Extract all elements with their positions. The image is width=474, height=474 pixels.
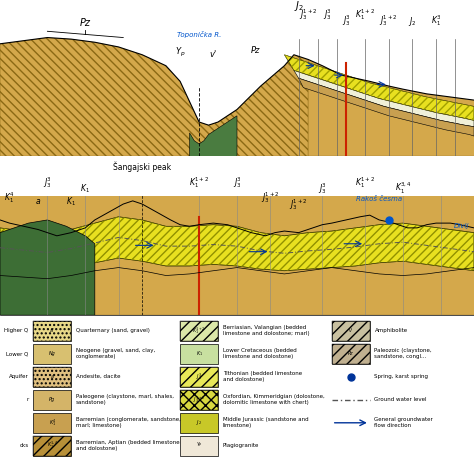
- Text: J$_3^{1+2}$: J$_3^{1+2}$: [290, 197, 308, 212]
- Text: Pg: Pg: [49, 397, 55, 402]
- Text: Quarternary (sand, gravel): Quarternary (sand, gravel): [76, 328, 150, 333]
- Text: Tithonian (bedded limestone
and dolostone): Tithonian (bedded limestone and doloston…: [223, 371, 302, 382]
- Text: Divlj: Divlj: [454, 223, 469, 229]
- Polygon shape: [284, 55, 474, 120]
- Bar: [332, 321, 370, 341]
- Text: J$_3^3$: J$_3^3$: [323, 7, 331, 22]
- Text: K$_1$: K$_1$: [66, 195, 76, 208]
- Text: K$_1^{1+2}$: K$_1^{1+2}$: [189, 174, 209, 190]
- Bar: [332, 321, 370, 341]
- Text: J$_3^3$: J$_3^3$: [318, 181, 327, 196]
- Text: v': v': [349, 328, 353, 333]
- Text: Amphibolite: Amphibolite: [374, 328, 408, 333]
- Text: Ng: Ng: [49, 351, 55, 356]
- Bar: [33, 436, 71, 456]
- Text: J$_3^{1+2}$: J$_3^{1+2}$: [261, 191, 279, 205]
- Text: Middle Jurassic (sandstone and
limestone): Middle Jurassic (sandstone and limestone…: [223, 418, 309, 428]
- Text: Barremian, Aptian (bedded limestone
and dolostone): Barremian, Aptian (bedded limestone and …: [76, 440, 180, 451]
- Bar: [180, 390, 218, 410]
- Text: J$_3^{1+2}$: J$_3^{1+2}$: [193, 394, 205, 405]
- Bar: [180, 413, 218, 433]
- Bar: [33, 367, 71, 387]
- Text: K$_1^{1,4}$: K$_1^{1,4}$: [46, 440, 58, 451]
- Text: J$_2$: J$_2$: [293, 0, 304, 12]
- Text: Pz: Pz: [348, 351, 354, 356]
- Text: K$_1^{1+2}$: K$_1^{1+2}$: [355, 174, 375, 190]
- Bar: [180, 344, 218, 364]
- Bar: [332, 344, 370, 364]
- Text: Andesite, dacite: Andesite, dacite: [76, 374, 120, 379]
- Bar: [33, 344, 71, 364]
- Text: Pz: Pz: [80, 18, 91, 28]
- Text: J$_3^{1+2}$: J$_3^{1+2}$: [299, 7, 317, 22]
- Polygon shape: [299, 78, 474, 136]
- Polygon shape: [294, 71, 474, 127]
- Text: r: r: [26, 397, 28, 402]
- Text: al: al: [50, 328, 55, 333]
- Text: v': v': [210, 50, 217, 59]
- Text: J$_3^3$: J$_3^3$: [233, 174, 241, 190]
- Text: Lower Cretaceous (bedded
limestone and dolostone): Lower Cretaceous (bedded limestone and d…: [223, 348, 297, 359]
- Text: Ground water level: Ground water level: [374, 397, 427, 402]
- Text: Paleogene (claystone, marl, shales,
sandstone): Paleogene (claystone, marl, shales, sand…: [76, 394, 174, 405]
- Bar: [33, 321, 71, 341]
- Text: K$_1^{3,4}$: K$_1^{3,4}$: [395, 181, 411, 196]
- Text: Higher Q: Higher Q: [4, 328, 28, 333]
- Text: J$_3^3$: J$_3^3$: [342, 13, 350, 28]
- Bar: [33, 321, 71, 341]
- Text: Y$_p$: Y$_p$: [175, 46, 185, 59]
- Text: J$_3^{1+2}$: J$_3^{1+2}$: [380, 13, 398, 28]
- Text: K$_1^4$: K$_1^4$: [4, 191, 15, 205]
- Polygon shape: [190, 116, 237, 156]
- Polygon shape: [0, 156, 474, 315]
- Bar: [33, 436, 71, 456]
- Text: Paleozoic (claystone,
sandstone, congl...: Paleozoic (claystone, sandstone, congl..…: [374, 348, 432, 359]
- Polygon shape: [0, 217, 474, 271]
- Text: J$_3^3$: J$_3^3$: [196, 371, 202, 382]
- Bar: [180, 367, 218, 387]
- Text: K$_1^{1+2}$: K$_1^{1+2}$: [192, 325, 206, 336]
- Text: K$_1^3$: K$_1^3$: [431, 13, 441, 28]
- Bar: [33, 367, 71, 387]
- Text: Oxfordian, Kimmeridgian (dolostone,
dolomitic limestone with chert): Oxfordian, Kimmeridgian (dolostone, dolo…: [223, 394, 325, 405]
- Bar: [180, 321, 218, 341]
- Text: Aquifer: Aquifer: [9, 374, 28, 379]
- Text: Šangajski peak: Šangajski peak: [113, 162, 171, 173]
- Text: J$_3^3$: J$_3^3$: [43, 174, 52, 190]
- Text: Plagiogranite: Plagiogranite: [223, 443, 259, 448]
- Bar: [180, 367, 218, 387]
- Text: a: a: [36, 197, 40, 206]
- Bar: [180, 321, 218, 341]
- Text: Berriasian, Valangian (bedded
limestone and dolostone; marl): Berriasian, Valangian (bedded limestone …: [223, 325, 310, 336]
- Text: Rakoš česma: Rakoš česma: [356, 196, 402, 202]
- Polygon shape: [0, 220, 95, 315]
- Polygon shape: [0, 0, 474, 156]
- Text: Lower Q: Lower Q: [6, 351, 28, 356]
- Text: Pz: Pz: [251, 46, 261, 55]
- Bar: [33, 413, 71, 433]
- Polygon shape: [0, 156, 474, 315]
- Bar: [180, 436, 218, 456]
- Polygon shape: [0, 156, 474, 196]
- Text: Barremian (conglomerate, sandstone,
marl; limestone): Barremian (conglomerate, sandstone, marl…: [76, 418, 181, 428]
- Text: Toponička R.: Toponička R.: [177, 30, 221, 37]
- Text: J$_2$: J$_2$: [196, 418, 202, 427]
- Polygon shape: [0, 37, 308, 156]
- Text: K$_1$: K$_1$: [80, 182, 91, 195]
- Bar: [33, 390, 71, 410]
- Text: γ$_p$: γ$_p$: [196, 441, 202, 450]
- Text: K$_1$: K$_1$: [196, 349, 202, 358]
- Bar: [332, 344, 370, 364]
- Text: K$_1^4$: K$_1^4$: [48, 418, 56, 428]
- Text: cks: cks: [19, 443, 28, 448]
- Text: Spring, karst spring: Spring, karst spring: [374, 374, 428, 379]
- Text: K$_1^{1+2}$: K$_1^{1+2}$: [355, 7, 375, 22]
- Bar: [180, 390, 218, 410]
- Text: J$_2$: J$_2$: [408, 15, 417, 28]
- Polygon shape: [0, 0, 474, 125]
- Text: Neogene (gravel, sand, clay,
conglomerate): Neogene (gravel, sand, clay, conglomerat…: [76, 348, 155, 359]
- Text: a: a: [51, 374, 54, 379]
- Text: General groundwater
flow direction: General groundwater flow direction: [374, 418, 433, 428]
